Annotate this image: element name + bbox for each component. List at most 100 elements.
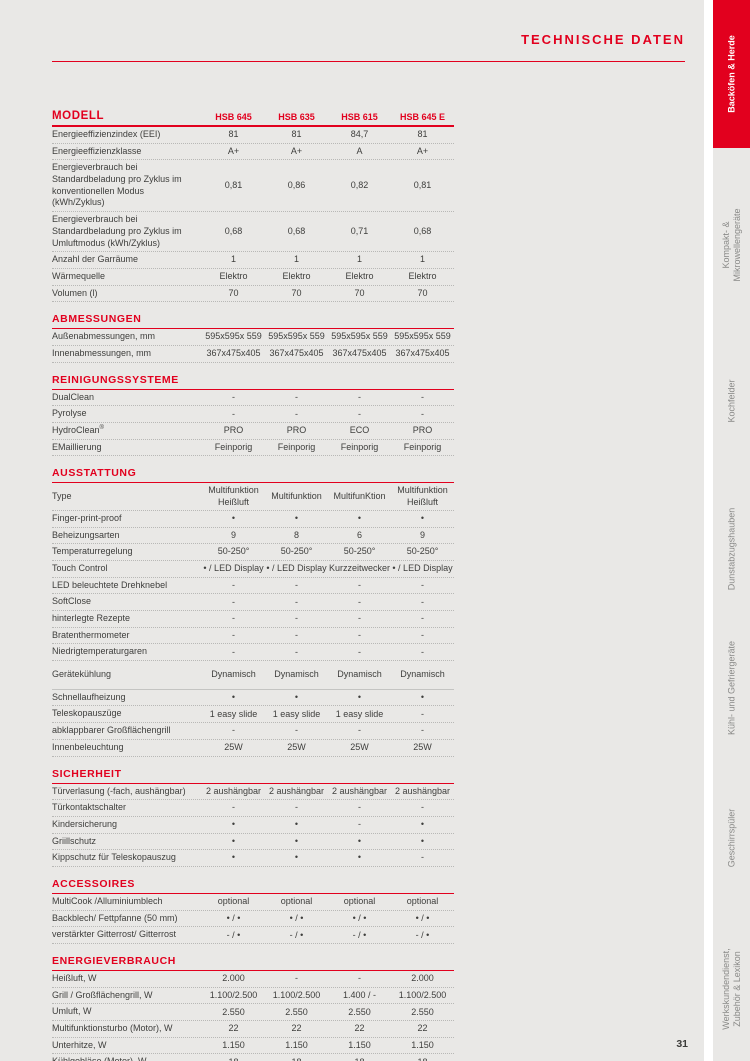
cell-value: 0,68 bbox=[413, 226, 432, 237]
cell-value: - bbox=[295, 802, 298, 813]
cell-value: 0,68 bbox=[287, 226, 306, 237]
page-title: TECHNISCHE DATEN bbox=[521, 32, 685, 47]
cell-value: 22 bbox=[291, 1023, 302, 1034]
table-row: Griillschutz • • • • bbox=[52, 834, 454, 851]
cell-value: - bbox=[358, 391, 361, 402]
cell-value: 6 bbox=[356, 529, 362, 540]
cell-value: • / • bbox=[289, 912, 304, 923]
cell-value: optional bbox=[343, 896, 376, 907]
cell-value: - / • bbox=[415, 929, 430, 940]
row-label: Touch Control bbox=[52, 562, 108, 573]
cell-value: • bbox=[231, 513, 236, 524]
section-title: SICHERHEIT bbox=[52, 768, 454, 784]
cell-value: Feinporig bbox=[403, 441, 442, 452]
cell-value: 367x475x405 bbox=[269, 348, 324, 359]
cell-value: 0,86 bbox=[287, 180, 306, 191]
table-row: Wärmequelle Elektro Elektro Elektro Elektro bbox=[52, 269, 454, 286]
table-row: hinterlegte Rezepte - - - - bbox=[52, 611, 454, 628]
model-column-header: HSB 635 bbox=[278, 112, 315, 122]
row-label: hinterlegte Rezepte bbox=[52, 613, 131, 623]
sidebar-tab-label: Werkskundendienst, Zubehör & Lexikon bbox=[720, 947, 742, 1030]
row-label: Gerätekühlung bbox=[52, 669, 112, 680]
model-header-row: MODELL HSB 645 HSB 635 HSB 615 HSB 645 E bbox=[52, 110, 454, 127]
cell-value: - bbox=[232, 629, 235, 640]
row-label: Innenabmessungen, mm bbox=[52, 347, 152, 358]
cell-value: - bbox=[358, 973, 361, 984]
row-label: Energieverbrauch bei Standardbeladung pr… bbox=[52, 162, 182, 208]
cell-value: • bbox=[294, 819, 299, 830]
row-label: Teleskopauszüge bbox=[52, 708, 122, 719]
row-label: Griillschutz bbox=[52, 835, 97, 846]
sidebar-tab-7[interactable]: Werkskundendienst, Zubehör & Lexikon bbox=[713, 916, 750, 1061]
cell-value: - bbox=[232, 725, 235, 736]
sidebar-tab-3[interactable]: Kochfelder bbox=[713, 348, 750, 454]
cell-value: - / • bbox=[289, 929, 304, 940]
table-row: Energieverbrauch bei Standardbeladung pr… bbox=[52, 212, 454, 253]
table-row: Touch Control • / LED Display • / LED Disp… bbox=[52, 561, 454, 578]
cell-value: - bbox=[295, 579, 298, 590]
cell-value: 367x475x405 bbox=[395, 348, 450, 359]
cell-value: • / • bbox=[415, 912, 430, 923]
cell-value: • bbox=[294, 852, 299, 863]
row-label: EMaillierung bbox=[52, 441, 102, 452]
cell-value: PRO bbox=[412, 425, 433, 436]
table-row: HydroClean® PRO PRO ECO PRO bbox=[52, 423, 454, 440]
cell-value: Kurzzeitwecker bbox=[328, 563, 391, 574]
row-label: Außenabmessungen, mm bbox=[52, 331, 156, 342]
cell-value: - / • bbox=[226, 929, 241, 940]
sidebar-tab-6[interactable]: Geschirrspüler bbox=[713, 786, 750, 890]
cell-value: - bbox=[358, 408, 361, 419]
row-label: DualClean bbox=[52, 391, 95, 402]
table-row: Volumen (l) 70 70 70 70 bbox=[52, 286, 454, 303]
row-label: Innenbeleuchtung bbox=[52, 741, 124, 752]
cell-value: - bbox=[421, 646, 424, 657]
cell-value: - bbox=[232, 579, 235, 590]
row-label: Kühlgebläse (Motor), W bbox=[52, 1056, 202, 1061]
table-row: Finger-print-proof • • • • bbox=[52, 511, 454, 528]
cell-value: 1 easy slide bbox=[209, 708, 258, 719]
cell-value: - / • bbox=[352, 929, 367, 940]
row-label: Pyrolyse bbox=[52, 408, 87, 419]
cell-value: Elektro bbox=[345, 271, 374, 282]
row-label: Kippschutz für Teleskopauszug bbox=[52, 852, 176, 863]
sidebar-tab-2[interactable]: Kompakt- & Mikrowellengeräte bbox=[713, 176, 750, 314]
cell-value: - bbox=[232, 802, 235, 813]
cell-value: 2.000 bbox=[411, 973, 434, 984]
table-row: Energieverbrauch bei Standardbeladung pr… bbox=[52, 160, 454, 213]
sidebar-tab-1[interactable]: Backöfen & Herde bbox=[713, 0, 750, 148]
cell-value: 1.100/2.500 bbox=[398, 989, 447, 1000]
section-title: ENERGIEVERBRAUCH bbox=[52, 955, 454, 971]
table-row: Temperaturregelung 50-250° 50-250° 50-250° 5… bbox=[52, 544, 454, 561]
cell-value: 50-250° bbox=[280, 546, 313, 557]
row-label: Energieeffizienzindex (EEI) bbox=[52, 129, 161, 139]
cell-value: - bbox=[358, 579, 361, 590]
cell-value: - bbox=[232, 408, 235, 419]
cell-value: - bbox=[232, 646, 235, 657]
cell-value: • bbox=[420, 819, 425, 830]
cell-value: 1 bbox=[293, 254, 299, 265]
row-label: Türverlasung (-fach, aushängbar) bbox=[52, 785, 186, 796]
cell-value: - bbox=[421, 391, 424, 402]
cell-value: • bbox=[420, 513, 425, 524]
page-number: 31 bbox=[676, 1038, 688, 1050]
table-row: Unterhitze, W 1.150 1.150 1.150 1.150 bbox=[52, 1038, 454, 1055]
table-row: SoftClose - - - - bbox=[52, 594, 454, 611]
table-row: Heißluft, W 2.000 - - 2.000 bbox=[52, 971, 454, 988]
cell-value: 1.150 bbox=[285, 1039, 308, 1050]
table-row: Niedrigtemperaturgaren - - - - bbox=[52, 644, 454, 662]
row-label: Unterhitze, W bbox=[52, 1039, 107, 1050]
cell-value: 8 bbox=[293, 529, 299, 540]
cell-value: 84,7 bbox=[350, 129, 369, 140]
table-row: verstärkter Gitterrost/ Gitterrost - / • -… bbox=[52, 927, 454, 944]
cell-value: Dynamisch bbox=[400, 669, 445, 680]
table-row: Außenabmessungen, mm 595x595x 559 595x595x… bbox=[52, 329, 454, 346]
cell-value: 1.150 bbox=[411, 1039, 434, 1050]
row-label: SoftClose bbox=[52, 596, 92, 607]
model-column-header: HSB 645 bbox=[215, 112, 252, 122]
cell-value: 18 bbox=[391, 1057, 454, 1061]
section-title: ACCESSOIRES bbox=[52, 878, 454, 894]
cell-value: A bbox=[356, 145, 363, 156]
cell-value: 22 bbox=[228, 1023, 239, 1034]
header-divider bbox=[52, 61, 685, 62]
cell-value: 2.550 bbox=[411, 1006, 434, 1017]
